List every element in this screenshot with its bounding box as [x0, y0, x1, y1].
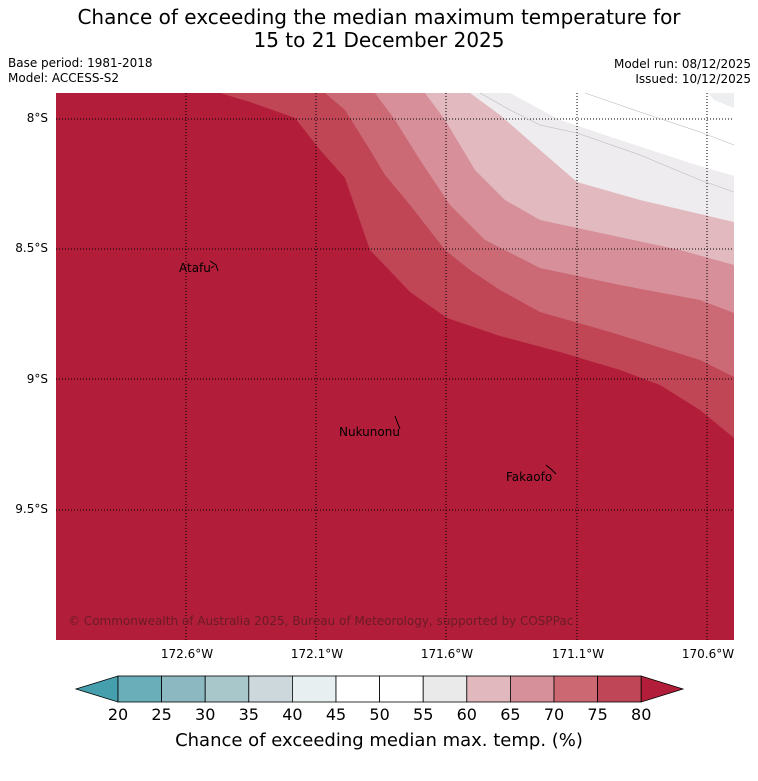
contour-line-1	[584, 92, 735, 146]
lon-label-172-6w: 172.6°W	[160, 647, 214, 661]
colorbar-segment-55-60	[422, 675, 468, 703]
colorbar-segment-45-50	[335, 675, 380, 703]
colorbar-extend-low	[74, 675, 119, 703]
colorbar-tick-35: 35	[238, 705, 259, 724]
colorbar-label: Chance of exceeding median max. temp. (%…	[175, 730, 583, 751]
lat-label-8-5s: 8.5°S	[15, 241, 48, 255]
colorbar-segment-50-55	[379, 675, 424, 703]
map-area	[56, 92, 735, 640]
lat-label-9s: 9°S	[26, 372, 48, 386]
lon-label-171-6w: 171.6°W	[420, 647, 474, 661]
atafu-atoll	[209, 260, 219, 272]
issued-date: Issued: 10/12/2025	[635, 72, 751, 86]
lon-label-170-6w: 170.6°W	[681, 647, 735, 661]
place-nukunonu: Nukunonu	[339, 425, 400, 439]
colorbar-segment-20-25	[117, 675, 162, 703]
meta-right: Model run: 08/12/2025 Issued: 10/12/2025	[614, 57, 751, 87]
colorbar-tick-55: 55	[413, 705, 434, 724]
fakaofo-atoll	[545, 464, 557, 475]
place-fakaofo: Fakaofo	[506, 470, 553, 484]
colorbar-tick-25: 25	[151, 705, 172, 724]
colorbar-tick-40: 40	[282, 705, 303, 724]
chart-title-line1: Chance of exceeding the median maximum t…	[77, 5, 681, 29]
colorbar-tick-65: 65	[500, 705, 521, 724]
colorbar-segment-35-40	[248, 675, 293, 703]
colorbar-tick-70: 70	[543, 705, 565, 724]
colorbar-segment-60-65	[466, 675, 511, 703]
atoll-shapes	[209, 260, 557, 475]
contour-line-2	[479, 92, 735, 193]
colorbar-segment-25-30	[161, 675, 206, 703]
contour-lines	[479, 92, 735, 193]
colorbar-extend-high	[640, 675, 685, 703]
colorbar-tick-75: 75	[587, 705, 608, 724]
colorbar-tick-20: 20	[107, 705, 129, 724]
band-80-plus	[56, 93, 734, 640]
colorbar-segment-40-45	[291, 675, 337, 703]
colorbar-tick-30: 30	[195, 705, 216, 724]
colorbar-tick-60: 60	[456, 705, 477, 724]
nukunonu-atoll	[394, 415, 401, 430]
place-atafu: Atafu	[179, 261, 211, 275]
lat-label-8s: 8°S	[26, 111, 48, 125]
lat-label-9-5s: 9.5°S	[15, 502, 48, 516]
colorbar-tick-80: 80	[631, 705, 652, 724]
colorbar-tick-45: 45	[325, 705, 347, 724]
chart-title-line2: 15 to 21 December 2025	[253, 28, 505, 52]
colorbar-tick-50: 50	[369, 705, 390, 724]
lon-label-171-1w: 171.1°W	[551, 647, 605, 661]
copyright-notice: © Commonwealth of Australia 2025, Bureau…	[68, 614, 574, 628]
colorbar-segment-70-75	[553, 675, 598, 703]
base-period: Base period: 1981-2018	[8, 56, 153, 70]
model-name: Model: ACCESS-S2	[8, 71, 120, 85]
model-run: Model run: 08/12/2025	[613, 57, 751, 71]
band-40-45	[708, 93, 734, 108]
colorbar	[74, 675, 685, 703]
meta-left: Base period: 1981-2018 Model: ACCESS-S2	[8, 56, 153, 86]
colorbar-segment-30-35	[204, 675, 250, 703]
colorbar-segment-75-80	[597, 675, 642, 703]
colorbar-segment-65-70	[509, 675, 555, 703]
graticule	[56, 93, 734, 640]
lon-label-172-1w: 172.1°W	[290, 647, 344, 661]
